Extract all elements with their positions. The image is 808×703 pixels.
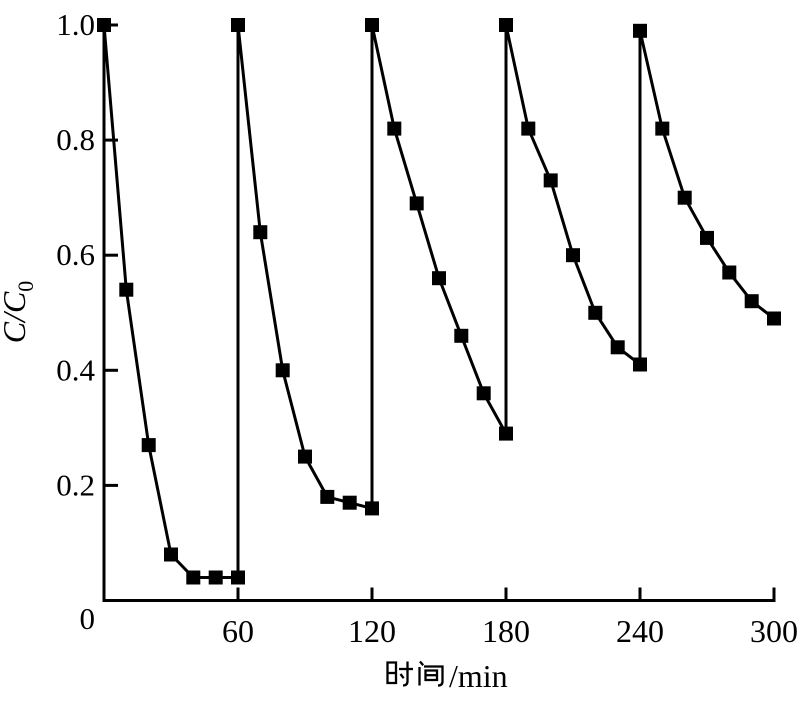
data-point-marker bbox=[521, 121, 536, 136]
data-point-marker bbox=[409, 196, 424, 211]
x-tick-label: 240 bbox=[616, 613, 664, 649]
data-point-marker bbox=[566, 248, 580, 263]
x-tick-label: 60 bbox=[222, 613, 254, 649]
data-point-marker bbox=[141, 438, 156, 453]
y-tick-label: 1.0 bbox=[56, 7, 95, 42]
cjk-char-glyph bbox=[386, 661, 413, 687]
x-tick-label: 120 bbox=[348, 613, 396, 649]
y-tick-label: 0 bbox=[80, 601, 96, 636]
x-tick-label: 300 bbox=[750, 613, 798, 649]
data-point-marker bbox=[298, 449, 312, 464]
data-point-marker bbox=[543, 173, 558, 188]
y-tick-label: 0.2 bbox=[56, 467, 95, 502]
data-point-marker bbox=[365, 18, 379, 32]
series-line bbox=[102, 24, 775, 579]
data-point-marker bbox=[387, 121, 402, 136]
data-point-marker bbox=[610, 340, 625, 355]
data-point-marker bbox=[454, 328, 469, 343]
y-tick-label: 0.8 bbox=[56, 122, 95, 157]
y-axis-title: C/C0 bbox=[0, 281, 38, 344]
data-point-marker bbox=[231, 570, 245, 585]
data-point-marker bbox=[655, 121, 670, 136]
data-point-marker bbox=[767, 311, 781, 326]
data-point-marker bbox=[253, 225, 268, 240]
data-point-marker bbox=[744, 294, 759, 309]
data-point-marker bbox=[97, 18, 111, 32]
data-point-marker bbox=[320, 489, 335, 504]
data-point-marker bbox=[476, 386, 491, 401]
data-point-marker bbox=[365, 501, 379, 516]
data-point-marker bbox=[700, 230, 714, 245]
y-tick-label: 0.6 bbox=[56, 237, 95, 272]
data-point-marker bbox=[499, 18, 513, 32]
cjk-char-glyph bbox=[418, 660, 444, 687]
data-point-marker bbox=[633, 23, 647, 38]
data-point-marker bbox=[275, 363, 290, 378]
data-point-marker bbox=[164, 547, 178, 562]
data-point-marker bbox=[499, 426, 513, 441]
data-point-marker bbox=[186, 570, 201, 585]
data-point-marker bbox=[722, 265, 737, 280]
data-point-marker bbox=[633, 357, 647, 372]
data-point-marker bbox=[588, 305, 603, 320]
y-tick-label: 0.4 bbox=[56, 352, 95, 387]
data-point-marker bbox=[432, 271, 446, 286]
data-point-marker bbox=[677, 190, 692, 205]
x-axis-title: /min bbox=[449, 658, 508, 694]
data-point-marker bbox=[119, 282, 134, 297]
x-tick-label: 180 bbox=[482, 613, 530, 649]
data-point-marker bbox=[342, 495, 357, 510]
data-point-marker bbox=[231, 18, 245, 32]
data-point-marker bbox=[208, 570, 223, 585]
